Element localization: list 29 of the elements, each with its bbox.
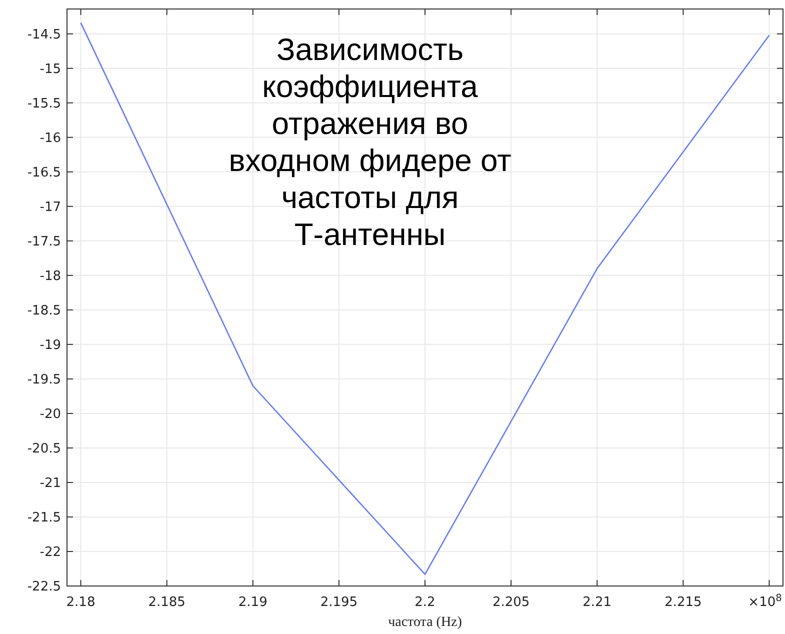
y-tick-label: -17: [40, 200, 61, 215]
y-tick-label: -16.5: [27, 165, 61, 180]
y-tick-label: -21.5: [27, 510, 61, 526]
x-tick-label: ×10$^{8}$: [748, 592, 782, 610]
y-tick-label: -19.5: [27, 372, 61, 388]
x-axis-title: частота (Hz): [388, 615, 462, 630]
y-tick-label: -14.5: [27, 27, 61, 42]
x-tick-label: 2.185: [148, 595, 186, 610]
y-tick-label: -15: [40, 62, 61, 77]
x-tick-label: 2.2: [414, 595, 436, 610]
y-tick-label: -15.5: [27, 96, 61, 112]
y-tick-label: -21: [40, 476, 61, 491]
text: Зависимость коэффициента отражения во входном фидере от частоты для Т-антенны: [228, 32, 512, 252]
y-tick-label: -20.5: [27, 441, 61, 456]
y-tick-label: -18.5: [27, 303, 61, 318]
x-tick-label: 2.195: [320, 595, 358, 610]
x-tick-label: 2.19: [238, 595, 268, 610]
y-tick-label: -22.5: [27, 580, 61, 594]
y-tick-label: -22: [40, 544, 61, 560]
line-series: [80, 22, 770, 575]
x-tick-label: 2.18: [66, 595, 96, 610]
y-tick-label: -17.5: [27, 234, 61, 250]
y-tick-label: -18: [40, 268, 61, 284]
x-tick-label: 2.205: [492, 595, 530, 610]
y-tick-label: -16: [40, 130, 61, 146]
x-tick-label: 2.215: [664, 595, 702, 610]
x-tick-label: 2.21: [582, 595, 612, 610]
y-tick-label: -20: [40, 406, 61, 422]
y-tick-label: -19: [40, 338, 61, 353]
